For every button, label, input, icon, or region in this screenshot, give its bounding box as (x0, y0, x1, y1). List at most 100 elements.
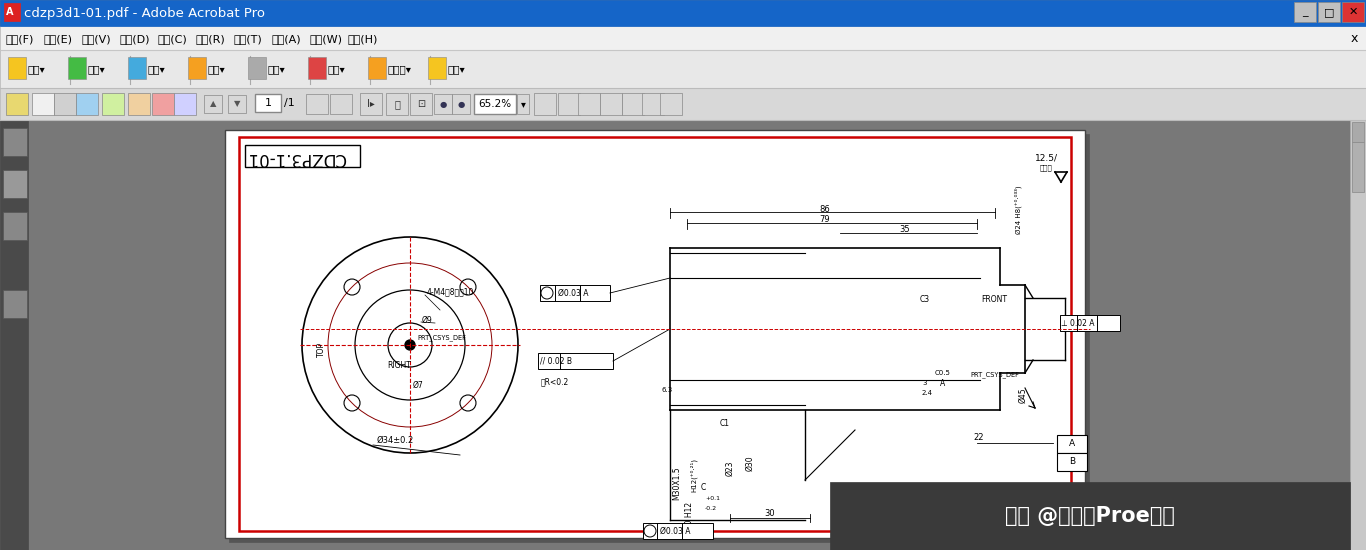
Text: 表单▾: 表单▾ (328, 64, 346, 74)
Bar (255, 94, 281, 112)
Bar (1352, 122, 1365, 142)
Bar (189, 57, 206, 79)
Bar (474, 94, 516, 114)
Text: 文件(F): 文件(F) (5, 34, 34, 44)
Text: 30: 30 (765, 509, 776, 518)
Text: M30X1.5: M30X1.5 (672, 466, 682, 500)
Bar (452, 94, 470, 114)
Text: FRONT: FRONT (981, 295, 1007, 305)
Bar (434, 94, 452, 114)
Text: 粗糙度: 粗糙度 (1040, 164, 1053, 171)
Bar (5, 93, 27, 115)
Bar (152, 93, 173, 115)
Bar (307, 57, 326, 79)
Text: C0.5: C0.5 (934, 370, 951, 376)
Bar (204, 95, 223, 113)
Text: Ø0.03 A: Ø0.03 A (660, 526, 690, 536)
Text: Ø20 H12: Ø20 H12 (684, 502, 694, 535)
Text: A: A (5, 7, 14, 17)
Text: CDZP3.1-01: CDZP3.1-01 (247, 149, 347, 167)
Bar (557, 93, 581, 115)
Bar (1057, 435, 1087, 453)
Text: 表单(R): 表单(R) (195, 34, 225, 44)
Text: 头条 @五斗米Proe设计: 头条 @五斗米Proe设计 (1005, 506, 1175, 526)
Text: 文档(D): 文档(D) (120, 34, 150, 44)
Bar (361, 93, 382, 115)
Bar (516, 94, 529, 114)
Text: 视图(V): 视图(V) (82, 34, 112, 44)
Text: 6.3: 6.3 (661, 387, 672, 393)
Bar (1318, 2, 1340, 22)
Bar (642, 93, 664, 115)
Text: 1: 1 (265, 98, 272, 108)
Bar (540, 285, 611, 301)
Text: 65.2%: 65.2% (478, 99, 511, 109)
Text: I▸: I▸ (367, 99, 374, 109)
Bar (1057, 453, 1087, 471)
Bar (68, 57, 86, 79)
Bar (0, 26, 1366, 50)
Text: Ø0.03 A: Ø0.03 A (557, 289, 589, 298)
Bar (1350, 120, 1366, 550)
Bar (534, 93, 556, 115)
Text: 协作▾: 协作▾ (148, 64, 165, 74)
Text: x: x (1351, 32, 1358, 46)
Text: // 0.02 B: // 0.02 B (540, 356, 572, 366)
Text: 3: 3 (922, 380, 926, 386)
Bar (76, 93, 98, 115)
Bar (228, 95, 246, 113)
Text: ●: ● (458, 100, 464, 108)
Text: C1: C1 (720, 419, 729, 427)
Bar (102, 93, 124, 115)
Bar (622, 93, 643, 115)
Bar (128, 57, 146, 79)
Text: 签名▾: 签名▾ (268, 64, 285, 74)
Bar (3, 212, 27, 240)
Bar (0, 0, 1366, 26)
Bar (1060, 315, 1120, 331)
Text: ✋: ✋ (393, 99, 400, 109)
Text: 79: 79 (820, 216, 831, 224)
Text: ⊡: ⊡ (417, 99, 425, 109)
Bar (55, 93, 76, 115)
Text: -0.2: -0.2 (705, 505, 717, 510)
Bar (128, 93, 150, 115)
Text: 高级(A): 高级(A) (272, 34, 302, 44)
Text: 4-M4深8底孔10: 4-M4深8底孔10 (428, 288, 474, 296)
Text: ▼: ▼ (234, 100, 240, 108)
Text: /1: /1 (284, 98, 295, 108)
Bar (239, 137, 1071, 531)
Bar (0, 120, 1366, 550)
Text: 安全▾: 安全▾ (208, 64, 225, 74)
Text: Ø9: Ø9 (422, 316, 433, 324)
Bar (306, 94, 328, 114)
Bar (1352, 142, 1365, 192)
Text: Ø24 H8(⁺⁰·⁰³³): Ø24 H8(⁺⁰·⁰³³) (1015, 186, 1023, 234)
Text: cdzp3d1-01.pdf - Adobe Acrobat Pro: cdzp3d1-01.pdf - Adobe Acrobat Pro (25, 7, 265, 19)
Bar (600, 93, 622, 115)
Bar (0, 88, 1366, 120)
Text: _: _ (1302, 7, 1307, 17)
Text: RIGHT: RIGHT (387, 360, 411, 370)
Text: Ø45: Ø45 (1018, 387, 1027, 403)
Text: □: □ (1324, 7, 1335, 17)
Text: 创建▾: 创建▾ (27, 64, 45, 74)
Bar (578, 93, 600, 115)
Text: +0.1: +0.1 (705, 496, 720, 500)
Text: H12(⁺⁰·²¹): H12(⁺⁰·²¹) (690, 458, 698, 492)
Bar (410, 93, 432, 115)
Bar (3, 170, 27, 198)
Text: 多媒体▾: 多媒体▾ (388, 64, 413, 74)
Bar (831, 482, 1350, 550)
Text: A: A (940, 378, 945, 388)
Text: 12.5/: 12.5/ (1035, 153, 1059, 162)
Bar (3, 290, 27, 318)
Text: Ø7: Ø7 (413, 381, 423, 389)
Text: 工具(T): 工具(T) (234, 34, 262, 44)
Text: Ø34±0.2: Ø34±0.2 (377, 436, 414, 444)
Bar (249, 57, 266, 79)
Text: 注释▾: 注释▾ (448, 64, 466, 74)
Bar (4, 3, 20, 21)
Text: 窗口(W): 窗口(W) (310, 34, 343, 44)
Bar (245, 145, 361, 167)
